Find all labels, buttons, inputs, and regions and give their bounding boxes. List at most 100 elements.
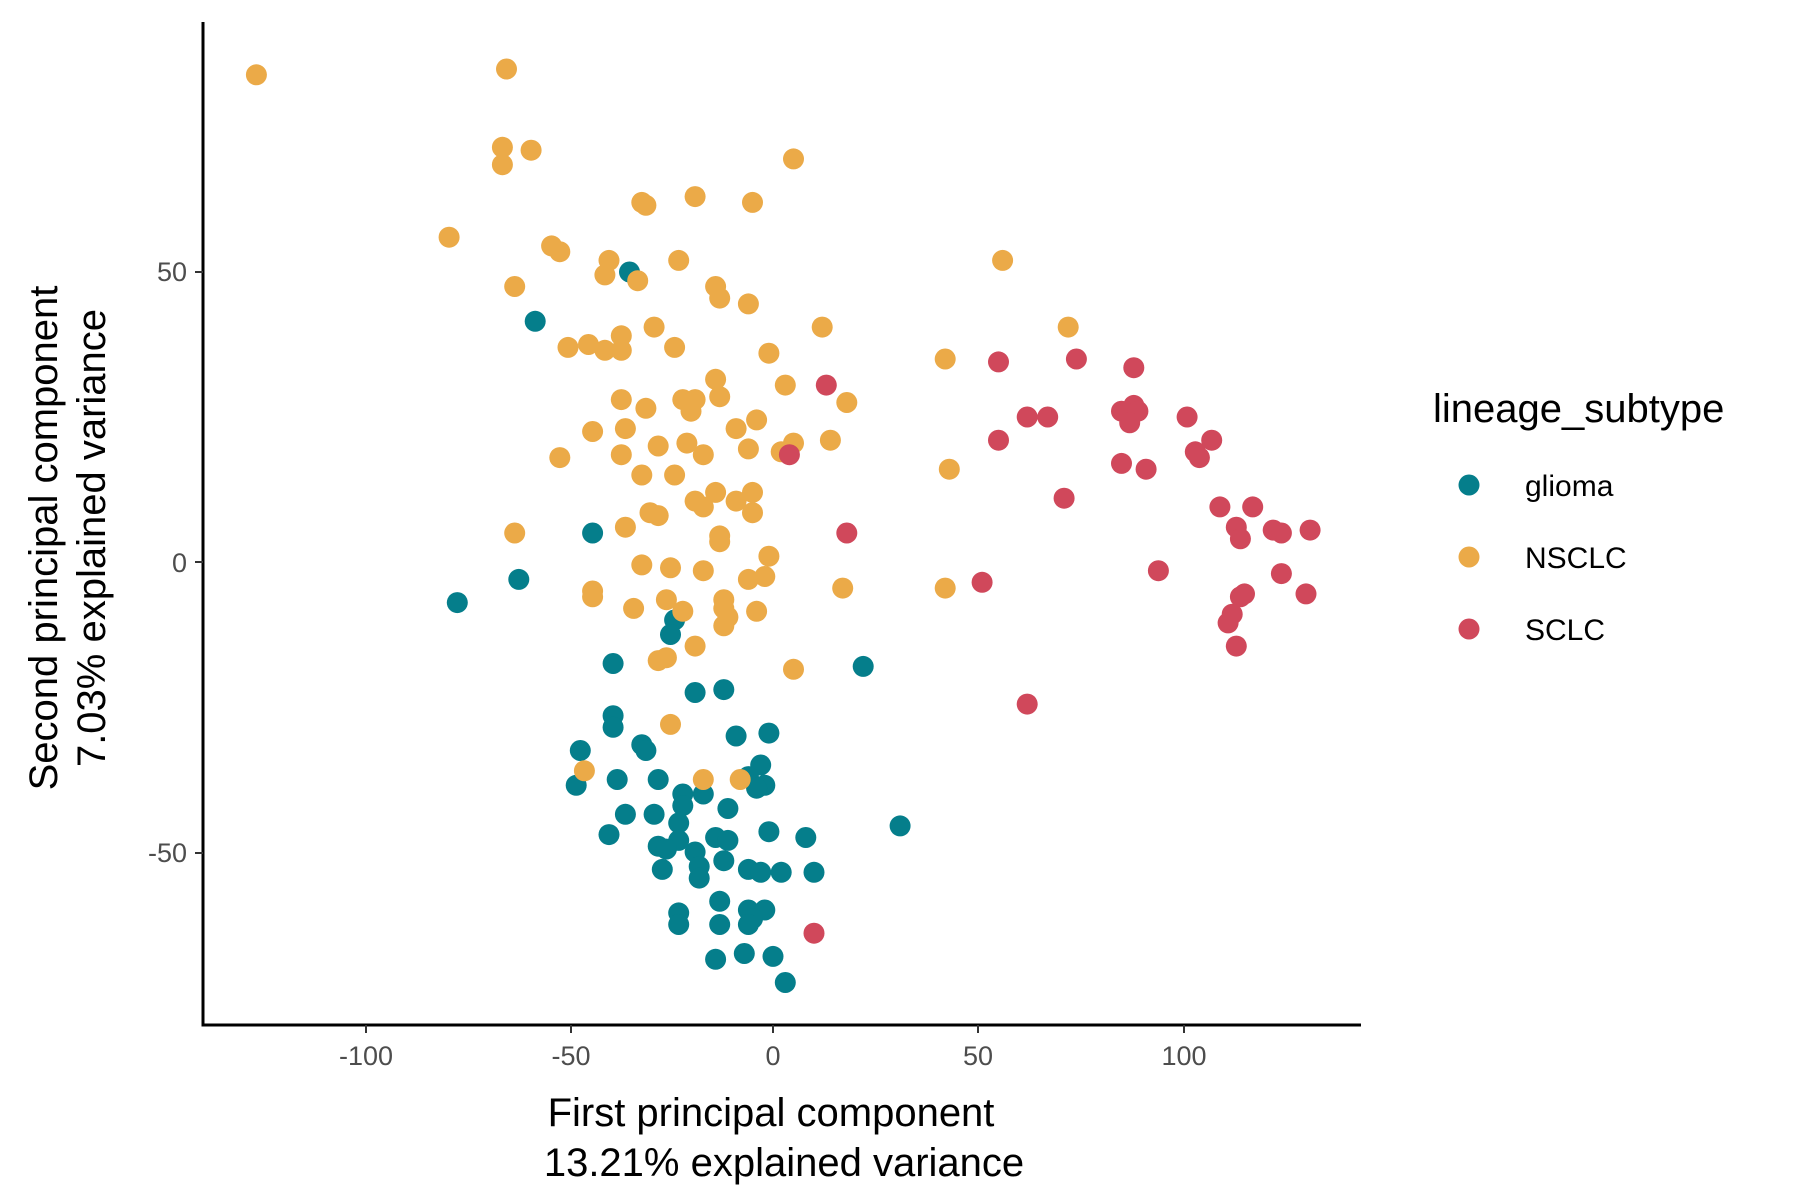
point-glioma — [655, 838, 677, 860]
point-nsclc — [684, 635, 706, 657]
point-sclc — [1270, 563, 1292, 585]
x-axis-title: First principal component — [548, 1091, 995, 1135]
point-nsclc — [754, 566, 776, 587]
y-tick-label: 50 — [157, 257, 187, 287]
point-nsclc — [610, 444, 632, 466]
point-nsclc — [737, 293, 759, 315]
point-nsclc — [573, 760, 595, 782]
point-sclc — [1217, 612, 1239, 634]
point-nsclc — [783, 658, 804, 680]
legend-label-nsclc: NSCLC — [1525, 542, 1627, 575]
point-sclc — [1242, 496, 1264, 518]
point-nsclc — [520, 139, 542, 161]
point-nsclc — [676, 432, 698, 454]
point-glioma — [717, 829, 739, 851]
point-sclc — [1225, 635, 1247, 657]
point-nsclc — [725, 418, 747, 440]
point-nsclc — [610, 339, 632, 361]
point-glioma — [852, 655, 874, 677]
point-nsclc — [742, 481, 763, 503]
point-glioma — [446, 592, 468, 614]
point-glioma — [508, 568, 530, 590]
point-sclc — [1111, 452, 1132, 474]
point-glioma — [598, 824, 620, 846]
point-sclc — [1065, 348, 1087, 370]
x-ticks: -100 -50 0 50 100 — [339, 1025, 1207, 1071]
point-glioma — [688, 867, 710, 889]
point-nsclc — [504, 276, 526, 297]
point-glioma — [713, 679, 735, 701]
point-glioma — [614, 803, 636, 825]
y-tick-label: -50 — [148, 838, 187, 868]
point-nsclc — [737, 568, 759, 590]
point-glioma — [643, 803, 665, 825]
point-sclc — [1201, 429, 1223, 451]
point-glioma — [602, 716, 624, 738]
point-sclc — [1270, 522, 1292, 544]
point-nsclc — [684, 186, 706, 208]
legend-label-glioma: glioma — [1525, 470, 1614, 503]
point-nsclc — [783, 148, 804, 170]
point-nsclc — [709, 525, 731, 547]
legend-key-nsclc — [1458, 546, 1480, 568]
point-nsclc — [1057, 316, 1079, 338]
point-glioma — [795, 827, 817, 848]
point-nsclc — [549, 447, 571, 469]
point-glioma — [651, 858, 673, 880]
point-nsclc — [811, 316, 833, 338]
point-nsclc — [496, 58, 517, 80]
point-nsclc — [758, 342, 780, 364]
point-nsclc — [660, 557, 681, 579]
point-glioma — [725, 725, 747, 747]
point-glioma — [762, 945, 784, 967]
point-glioma — [758, 821, 780, 843]
x-tick-label: -50 — [551, 1041, 590, 1071]
point-sclc — [1229, 586, 1251, 608]
point-glioma — [582, 522, 604, 544]
point-nsclc — [713, 615, 735, 637]
series-nsclc — [245, 58, 1079, 790]
point-glioma — [705, 948, 727, 970]
point-glioma — [647, 769, 669, 790]
x-tick-label: 50 — [963, 1041, 993, 1071]
point-sclc — [1037, 406, 1059, 428]
point-nsclc — [643, 316, 665, 338]
point-sclc — [1176, 406, 1198, 428]
point-nsclc — [692, 769, 714, 790]
point-nsclc — [774, 374, 796, 396]
point-nsclc — [647, 435, 669, 457]
point-sclc — [1119, 412, 1141, 434]
x-tick-label: 100 — [1161, 1041, 1206, 1071]
point-nsclc — [631, 464, 653, 486]
point-sclc — [1123, 357, 1145, 379]
point-sclc — [1295, 583, 1317, 605]
point-sclc — [1016, 693, 1038, 715]
point-nsclc — [635, 194, 657, 216]
point-glioma — [692, 783, 714, 805]
point-nsclc — [610, 389, 632, 411]
point-glioma — [733, 943, 755, 964]
point-sclc — [1053, 487, 1075, 509]
point-nsclc — [664, 336, 686, 358]
point-sclc — [778, 444, 800, 466]
point-sclc — [1135, 458, 1157, 480]
point-sclc — [1147, 560, 1169, 582]
point-glioma — [668, 914, 690, 935]
point-nsclc — [614, 418, 636, 440]
y-tick-label: 0 — [172, 548, 187, 578]
point-nsclc — [709, 287, 731, 309]
point-glioma — [889, 815, 911, 837]
point-glioma — [684, 682, 706, 703]
point-sclc — [1209, 496, 1231, 518]
point-glioma — [803, 861, 825, 883]
point-nsclc — [746, 600, 768, 622]
point-nsclc — [938, 458, 960, 480]
point-nsclc — [582, 421, 604, 442]
point-sclc — [971, 571, 993, 593]
point-nsclc — [746, 409, 768, 431]
point-glioma — [606, 769, 628, 790]
point-glioma — [746, 777, 768, 799]
point-nsclc — [672, 600, 694, 622]
point-sclc — [1229, 528, 1251, 550]
